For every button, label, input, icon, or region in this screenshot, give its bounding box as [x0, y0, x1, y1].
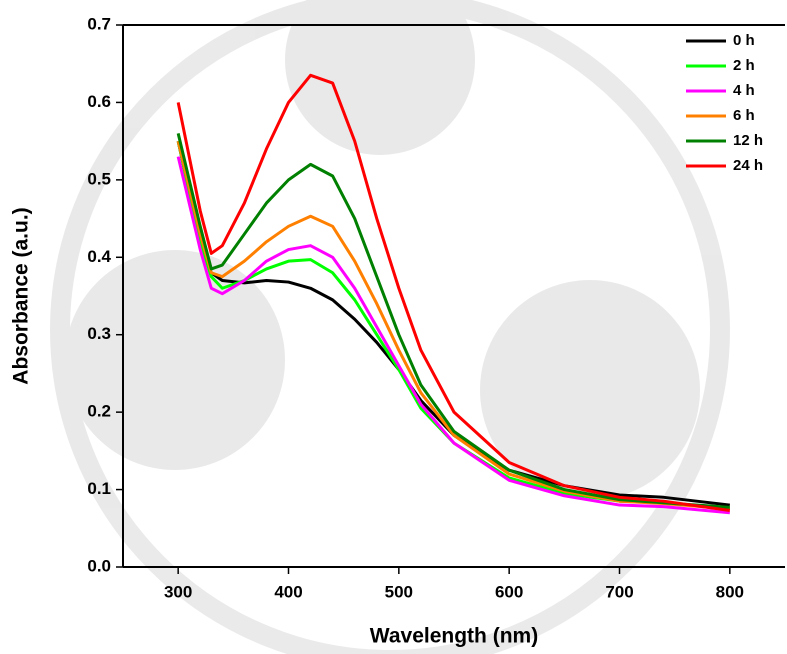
data-line [176, 140, 730, 511]
y-tick-label: 0.0 [87, 556, 111, 575]
x-tick-label: 500 [385, 582, 413, 601]
data-line [176, 73, 731, 512]
legend-label: 4 h [733, 82, 755, 99]
legend-label: 12 h [733, 132, 763, 149]
y-tick-label: 0.7 [87, 14, 111, 33]
y-tick-label: 0.2 [87, 402, 111, 421]
x-tick-label: 300 [164, 582, 192, 601]
x-axis-label: Wavelength (nm) [370, 625, 538, 648]
y-axis-label: Absorbance (a.u.) [10, 207, 33, 384]
x-tick-label: 400 [274, 582, 302, 601]
data-line [176, 156, 730, 515]
y-tick-label: 0.4 [87, 247, 111, 266]
data-line [176, 140, 730, 511]
watermark [50, 0, 730, 654]
legend-label: 24 h [733, 157, 763, 174]
legend-label: 2 h [733, 57, 755, 74]
legend-label: 6 h [733, 107, 755, 124]
y-tick-label: 0.5 [87, 169, 111, 188]
y-tick-label: 0.3 [87, 324, 111, 343]
x-tick-label: 700 [605, 582, 633, 601]
y-tick-label: 0.6 [87, 92, 111, 111]
data-line [176, 133, 730, 509]
x-tick-label: 800 [716, 582, 744, 601]
x-tick-label: 600 [495, 582, 523, 601]
legend-label: 0 h [733, 32, 755, 49]
y-tick-label: 0.1 [87, 479, 111, 498]
